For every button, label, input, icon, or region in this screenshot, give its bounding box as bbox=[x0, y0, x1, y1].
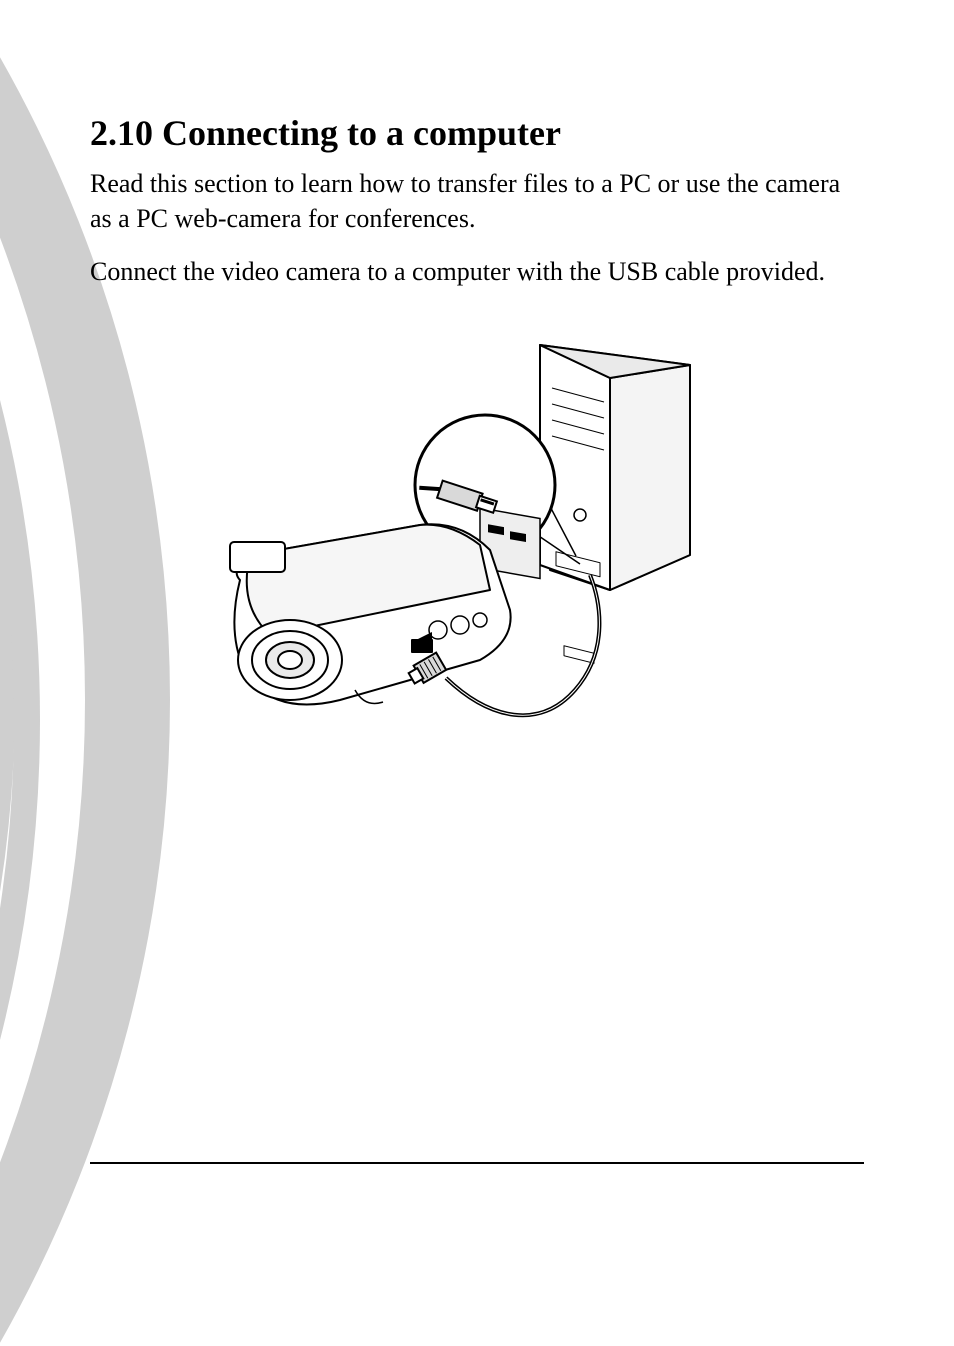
connection-illustration bbox=[180, 340, 740, 760]
page: 2.10 Connecting to a computer Read this … bbox=[0, 0, 954, 1346]
instruction-paragraph: Connect the video camera to a computer w… bbox=[90, 254, 860, 289]
footer-rule bbox=[90, 1162, 864, 1164]
section-heading: 2.10 Connecting to a computer bbox=[90, 112, 860, 154]
video-camera-icon bbox=[230, 524, 511, 704]
pc-tower-icon bbox=[540, 345, 690, 663]
content-block: 2.10 Connecting to a computer Read this … bbox=[90, 112, 860, 307]
intro-paragraph: Read this section to learn how to transf… bbox=[90, 166, 860, 236]
